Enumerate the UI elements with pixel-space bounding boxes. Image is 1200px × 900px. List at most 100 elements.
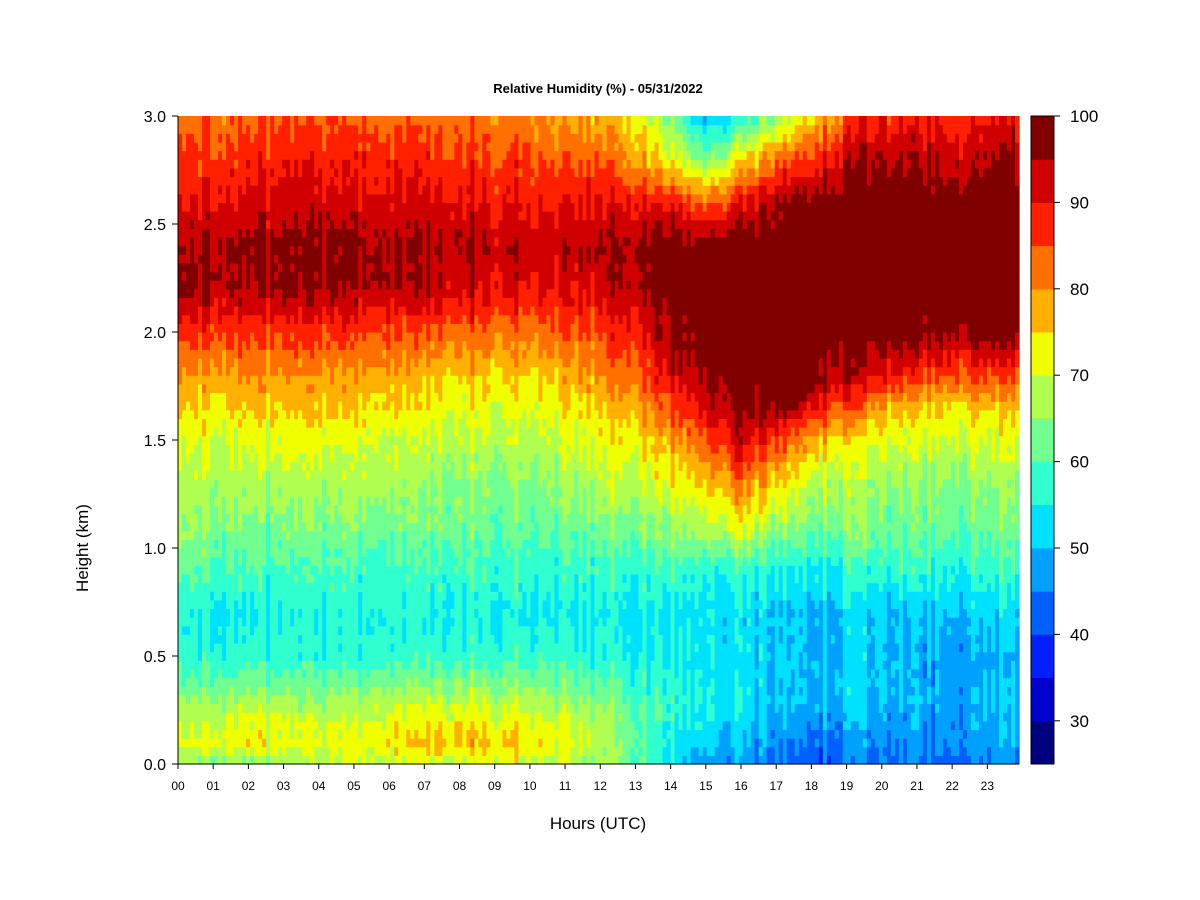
heatmap-cell: [250, 738, 255, 748]
heatmap-cell: [334, 401, 339, 411]
heatmap-cell: [262, 401, 267, 411]
heatmap-cell: [430, 556, 435, 566]
heatmap-cell: [422, 202, 427, 212]
heatmap-cell: [414, 185, 419, 195]
heatmap-cell: [210, 427, 215, 437]
heatmap-cell: [386, 738, 391, 748]
heatmap-cell: [370, 297, 375, 307]
heatmap-cell: [202, 651, 207, 661]
heatmap-cell: [214, 262, 219, 273]
heatmap-cell: [246, 211, 251, 221]
heatmap-cell: [178, 297, 183, 307]
heatmap-cell: [254, 418, 259, 428]
heatmap-cell: [202, 185, 207, 195]
heatmap-cell: [198, 141, 203, 152]
heatmap-cell: [338, 297, 343, 307]
heatmap-cell: [402, 159, 407, 169]
heatmap-cell: [342, 591, 347, 601]
heatmap-cell: [298, 660, 303, 670]
heatmap-cell: [286, 193, 291, 203]
heatmap-cell: [318, 254, 323, 264]
heatmap-cell: [278, 461, 283, 471]
heatmap-cell: [310, 686, 315, 696]
heatmap-cell: [290, 202, 295, 212]
heatmap-cell: [282, 444, 287, 454]
heatmap-cell: [362, 349, 367, 359]
heatmap-cell: [382, 738, 387, 748]
heatmap-cell: [186, 297, 191, 307]
heatmap-cell: [302, 349, 307, 359]
heatmap-cell: [386, 271, 391, 281]
heatmap-cell: [442, 591, 447, 601]
heatmap-cell: [278, 141, 283, 152]
heatmap-cell: [358, 357, 363, 368]
heatmap-cell: [378, 530, 383, 540]
heatmap-cell: [358, 306, 363, 316]
heatmap-cell: [322, 375, 327, 385]
heatmap-cell: [390, 504, 395, 515]
heatmap-cell: [318, 236, 323, 247]
heatmap-cell: [370, 271, 375, 281]
heatmap-cell: [430, 720, 435, 731]
heatmap-cell: [326, 599, 331, 610]
heatmap-cell: [246, 314, 251, 324]
heatmap-cell: [266, 548, 271, 558]
heatmap-cell: [222, 211, 227, 221]
heatmap-cell: [242, 383, 247, 394]
heatmap-cell: [298, 556, 303, 566]
heatmap-cell: [410, 660, 415, 670]
heatmap-cell: [398, 236, 403, 247]
heatmap-cell: [410, 427, 415, 437]
heatmap-cell: [326, 703, 331, 713]
heatmap-cell: [442, 703, 447, 713]
heatmap-cell: [190, 660, 195, 670]
heatmap-cell: [418, 522, 423, 532]
heatmap-cell: [186, 755, 191, 765]
heatmap-cell: [226, 297, 231, 307]
heatmap-cell: [442, 686, 447, 696]
heatmap-cell: [282, 599, 287, 610]
heatmap-cell: [218, 366, 223, 376]
heatmap-cell: [334, 185, 339, 195]
heatmap-cell: [234, 150, 239, 160]
heatmap-cell: [386, 487, 391, 497]
heatmap-cell: [298, 634, 303, 644]
heatmap-cell: [382, 712, 387, 722]
heatmap-cell: [230, 651, 235, 661]
heatmap-cell: [282, 245, 287, 255]
heatmap-cell: [350, 591, 355, 601]
heatmap-cell: [258, 582, 263, 592]
heatmap-cell: [206, 193, 211, 203]
heatmap-cell: [350, 643, 355, 653]
heatmap-cell: [230, 116, 235, 126]
heatmap-cell: [202, 556, 207, 566]
heatmap-cell: [246, 366, 251, 376]
heatmap-cell: [310, 340, 315, 350]
heatmap-cell: [182, 219, 187, 229]
heatmap-cell: [382, 306, 387, 316]
heatmap-cell: [178, 262, 183, 273]
heatmap-cell: [266, 651, 271, 661]
heatmap-cell: [274, 625, 279, 635]
heatmap-cell: [342, 599, 347, 610]
heatmap-cell: [306, 608, 311, 618]
heatmap-cell: [366, 660, 371, 670]
heatmap-cell: [358, 435, 363, 445]
heatmap-cell: [390, 712, 395, 722]
heatmap-cell: [190, 712, 195, 722]
heatmap-cell: [182, 211, 187, 221]
heatmap-cell: [290, 461, 295, 471]
heatmap-cell: [210, 323, 215, 333]
heatmap-cell: [342, 668, 347, 679]
heatmap-cell: [350, 193, 355, 203]
heatmap-cell: [358, 712, 363, 722]
heatmap-cell: [430, 703, 435, 713]
heatmap-cell: [430, 487, 435, 497]
heatmap-cell: [254, 211, 259, 221]
heatmap-cell: [414, 280, 419, 290]
heatmap-cell: [410, 539, 415, 549]
heatmap-cell: [378, 643, 383, 653]
heatmap-cell: [350, 694, 355, 705]
heatmap-cell: [250, 193, 255, 203]
heatmap-cell: [430, 150, 435, 160]
